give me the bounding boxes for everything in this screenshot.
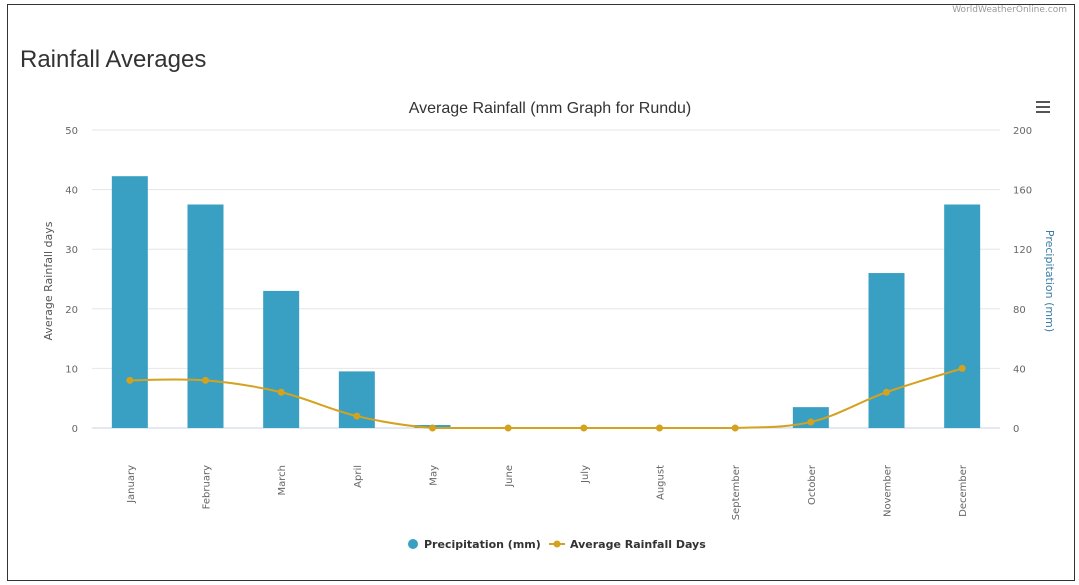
left-tick-label: 10 xyxy=(65,364,78,375)
precipitation-bars xyxy=(111,176,981,429)
rainfall-days-point[interactable] xyxy=(883,388,890,396)
hamburger-menu-icon[interactable] xyxy=(1036,101,1050,113)
left-tick-label: 0 xyxy=(72,424,78,435)
x-tick-label: June xyxy=(504,465,515,488)
right-axis-ticks: 0 40 80 120 160 200 xyxy=(1013,126,1032,435)
x-tick-label: September xyxy=(731,464,742,520)
source-credit: WorldWeatherOnline.com xyxy=(952,5,1067,15)
right-tick-label: 80 xyxy=(1013,305,1026,316)
x-tick-label: April xyxy=(353,465,364,488)
x-tick-label: October xyxy=(807,464,818,505)
rainfall-days-point[interactable] xyxy=(429,424,436,432)
chart-title: Average Rainfall (mm Graph for Rundu) xyxy=(409,100,692,117)
rainfall-days-point[interactable] xyxy=(958,364,966,372)
right-tick-label: 40 xyxy=(1013,364,1026,375)
page-title: Rainfall Averages xyxy=(20,46,207,73)
left-tick-label: 50 xyxy=(65,126,78,137)
right-tick-label: 120 xyxy=(1013,245,1032,256)
rainfall-days-point[interactable] xyxy=(580,424,588,432)
x-tick-label: November xyxy=(883,464,894,517)
legend-precipitation-label[interactable]: Precipitation (mm) xyxy=(424,538,541,551)
right-axis-title: Precipitation (mm) xyxy=(1043,230,1056,332)
x-tick-label: December xyxy=(958,464,969,517)
x-tick-label: February xyxy=(202,465,213,509)
rainfall-days-line xyxy=(126,364,966,432)
x-tick-label: August xyxy=(656,465,667,500)
x-tick-label: May xyxy=(429,465,440,486)
precipitation-bar[interactable] xyxy=(944,204,981,429)
precipitation-bar[interactable] xyxy=(111,176,148,428)
left-axis-title: Average Rainfall days xyxy=(42,221,55,340)
rainfall-days-point[interactable] xyxy=(504,424,512,432)
precipitation-bar[interactable] xyxy=(263,290,300,428)
chart-legend: Precipitation (mm) Average Rainfall Days xyxy=(408,538,706,551)
precipitation-bar[interactable] xyxy=(868,273,905,428)
legend-precipitation-marker[interactable] xyxy=(408,539,418,549)
x-axis-labels: January February March April May June July Augu… xyxy=(126,464,969,520)
legend-days-label[interactable]: Average Rainfall Days xyxy=(570,538,706,551)
chart-gridlines xyxy=(92,129,1000,429)
left-tick-label: 20 xyxy=(65,305,78,316)
x-tick-label: January xyxy=(126,465,137,504)
right-tick-label: 160 xyxy=(1013,186,1032,197)
rainfall-days-line-path xyxy=(129,367,963,429)
rainfall-days-point[interactable] xyxy=(807,418,815,426)
rainfall-days-point[interactable] xyxy=(202,376,209,384)
rainfall-days-point[interactable] xyxy=(353,412,361,420)
right-tick-label: 0 xyxy=(1013,424,1019,435)
rainfall-days-point[interactable] xyxy=(126,376,134,384)
precipitation-bar[interactable] xyxy=(187,204,224,429)
left-tick-label: 30 xyxy=(65,245,78,256)
rainfall-days-point[interactable] xyxy=(656,424,663,432)
legend-days-marker[interactable] xyxy=(553,540,561,548)
x-tick-label: July xyxy=(580,465,591,484)
rainfall-days-point[interactable] xyxy=(731,424,739,432)
left-axis-ticks: 0 10 20 30 40 50 xyxy=(65,126,78,435)
right-tick-label: 200 xyxy=(1013,126,1032,137)
x-tick-label: March xyxy=(277,465,288,495)
left-tick-label: 40 xyxy=(65,186,78,197)
rainfall-days-point[interactable] xyxy=(277,388,285,396)
